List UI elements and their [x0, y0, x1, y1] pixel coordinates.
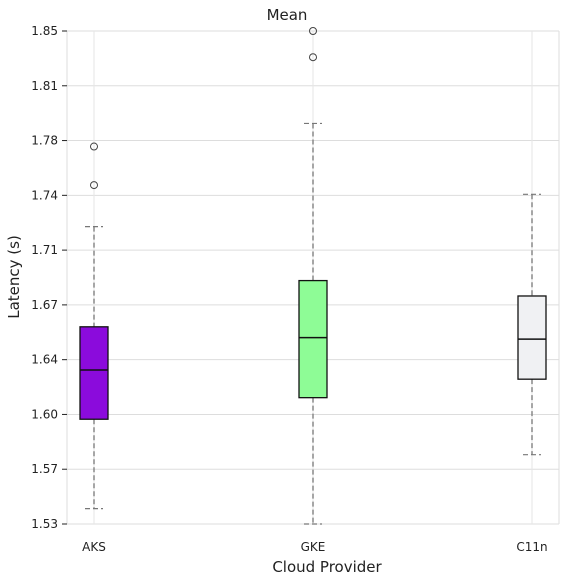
outlier-point: [309, 53, 317, 62]
outlier-point: [90, 181, 98, 190]
y-tick-label: 1.81: [31, 79, 58, 93]
x-tick-label: C11n: [516, 540, 547, 554]
y-axis-title: Latency (s): [5, 235, 23, 319]
y-tick-label: 1.85: [31, 24, 58, 38]
y-tick-label: 1.57: [31, 462, 58, 476]
box-c11n: [517, 193, 547, 456]
box-aks: [79, 142, 109, 510]
outlier-point: [309, 27, 317, 35]
y-tick-label: 1.53: [31, 517, 58, 531]
x-axis-ticks: AKS GKE C11n: [82, 540, 547, 554]
box-iqr: [79, 326, 109, 420]
y-tick-label: 1.60: [31, 407, 58, 421]
y-axis-ticks: 1.53 1.57 1.60 1.64 1.67 1.71 1.74 1.78 1.81 1.85: [31, 24, 67, 531]
y-tick-label: 1.67: [31, 298, 58, 312]
x-tick-label: GKE: [301, 540, 326, 554]
y-tick-label: 1.78: [31, 134, 58, 148]
box-gke: [298, 27, 328, 525]
y-tick-label: 1.74: [31, 188, 58, 202]
x-tick-label: AKS: [82, 540, 106, 554]
box-iqr: [298, 279, 328, 399]
box-iqr: [517, 295, 547, 380]
boxes: [79, 27, 547, 525]
y-tick-label: 1.64: [31, 353, 58, 367]
x-axis-title: Cloud Provider: [272, 558, 382, 576]
chart-title: Mean: [267, 6, 308, 24]
y-tick-label: 1.71: [31, 243, 58, 257]
outlier-point: [90, 142, 98, 151]
